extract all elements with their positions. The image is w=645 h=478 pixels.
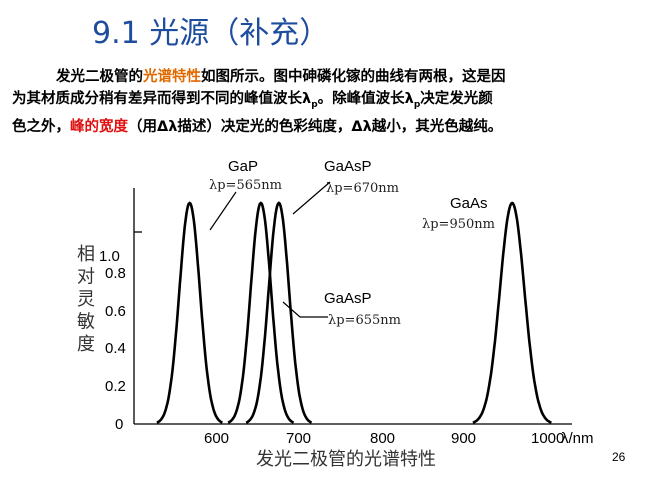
desc-text: （用Δλ描述）决定光的色彩纯度，Δλ越小，其光色越纯。	[128, 119, 503, 135]
desc-text: 发光二极管的	[56, 69, 143, 85]
label-gaas: GaAs λp=950nm	[422, 195, 495, 232]
desc-text: 。除峰值波长λ	[317, 91, 414, 107]
spectrum-curve-gaas-4	[472, 201, 552, 424]
peak-label-gaasp-670: λp=670nm	[326, 181, 399, 196]
spectrum-curve-gap-1	[156, 201, 223, 424]
pointer-gaasp-655	[282, 301, 328, 318]
y-tick-label: 0.4	[105, 340, 126, 357]
description-line-3: 色之外，峰的宽度（用Δλ描述）决定光的色彩纯度，Δλ越小，其光色越纯。	[12, 116, 640, 138]
description-text: 发光二极管的光谱特性如图所示。图中砷磷化镓的曲线有两根，这是因 为其材质成分稍有…	[12, 66, 640, 138]
y-tick-labels: 0 0.2 0.4 0.6 0.81.0	[99, 248, 126, 433]
x-tick-label: 800	[370, 430, 395, 447]
spectrum-curve-gaasp-2	[227, 201, 295, 424]
y-tick-label: 0.6	[105, 303, 126, 320]
pointer-gaasp-670	[292, 181, 331, 215]
x-axis-unit: λ/nm	[561, 430, 594, 447]
y-tick-label: 0.8	[105, 265, 126, 282]
subscript-p: p	[413, 100, 421, 110]
desc-text: 如图所示。图中砷磷化镓的曲线有两根，这是因	[201, 69, 506, 85]
peak-label-gap: λp=565nm	[209, 178, 282, 193]
y-label-char: 灵	[77, 289, 95, 310]
desc-text: 决定发光颜	[420, 91, 493, 107]
page-number: 26	[612, 450, 626, 464]
peak-label-gaas: λp=950nm	[422, 217, 495, 232]
description-line-1: 发光二极管的光谱特性如图所示。图中砷磷化镓的曲线有两根，这是因	[12, 66, 640, 88]
y-label-char: 相	[77, 244, 95, 265]
highlight-peak-width: 峰的宽度	[70, 119, 128, 135]
peak-label-gaasp-655: λp=655nm	[328, 313, 401, 328]
slide-title: 9.1 光源（补充）	[92, 16, 330, 51]
desc-text: 色之外，	[12, 119, 70, 135]
y-tick-label: 1.0	[99, 248, 120, 265]
series-label-gaas: GaAs	[450, 195, 488, 212]
y-label-char: 敏	[77, 312, 95, 333]
x-tick-labels: 600 700 800 900 1000	[204, 430, 564, 447]
y-tick-label: 0	[115, 416, 123, 433]
series-label-gap: GaP	[228, 158, 258, 175]
y-label-char: 对	[77, 267, 95, 288]
subscript-p: p	[311, 100, 318, 110]
pointer-gap	[209, 191, 237, 231]
desc-text: 为其材质成分稍有差异而得到不同的峰值波长λ	[12, 91, 312, 107]
spectrum-curves	[156, 201, 552, 424]
highlight-spectral-characteristic: 光谱特性	[143, 69, 201, 85]
series-label-gaasp-655: GaAsP	[324, 290, 372, 307]
x-tick-label: 600	[204, 430, 229, 447]
y-axis	[133, 188, 142, 424]
x-tick-label: 900	[451, 430, 476, 447]
x-tick-label: 1000	[531, 430, 564, 447]
x-tick-label: 700	[286, 430, 311, 447]
series-label-gaasp-670: GaAsP	[324, 158, 372, 175]
description-line-2: 为其材质成分稍有差异而得到不同的峰值波长λp。除峰值波长λp决定发光颜	[12, 88, 640, 116]
label-gaasp-655: GaAsP λp=655nm	[282, 290, 401, 328]
chart-caption: 发光二极管的光谱特性	[256, 449, 436, 470]
label-gaasp-670: GaAsP λp=670nm	[292, 158, 399, 215]
y-tick-label: 0.2	[105, 378, 126, 395]
label-gap: GaP λp=565nm	[209, 158, 282, 231]
y-label-char: 度	[77, 334, 95, 355]
spectrum-curve-gaasp-3	[245, 201, 313, 424]
